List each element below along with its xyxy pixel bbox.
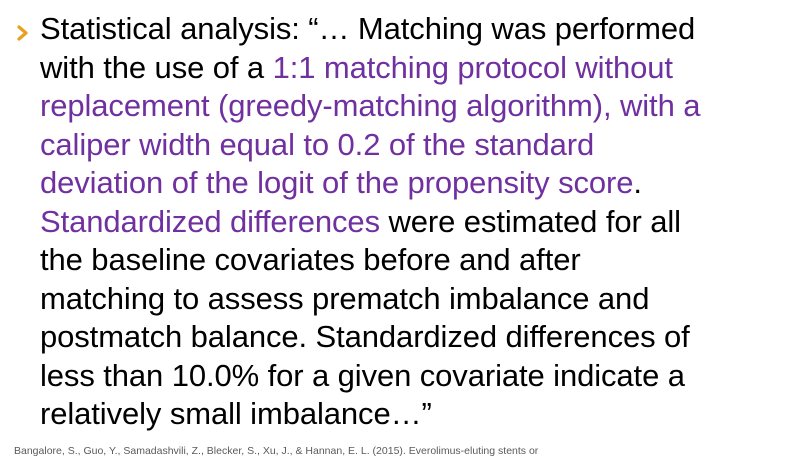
quote-line: with the use of a 1:1 matching protocol … (40, 49, 785, 88)
quote-segment: less than 10.0% for a given covariate in… (40, 357, 685, 393)
quote-line: Standardized differences were estimated … (40, 203, 785, 242)
quote-highlight: deviation of the logit of the propensity… (40, 165, 634, 200)
quote-line: Statistical analysis: “… Matching was pe… (40, 10, 785, 49)
quote-segment: were estimated for all (379, 203, 681, 239)
quote-line: less than 10.0% for a given covariate in… (40, 357, 785, 396)
quote-segment: the baseline covariates before and after (40, 242, 581, 277)
quote-line: caliper width equal to 0.2 of the standa… (40, 126, 785, 165)
quote-segment: relatively small imbalance…” (40, 396, 432, 431)
quote-line: the baseline covariates before and after (40, 241, 785, 280)
quote-line: deviation of the logit of the propensity… (40, 164, 785, 203)
quote-segment: with the use of a (40, 49, 273, 85)
quote-highlight: replacement (greedy-matching algorithm),… (40, 88, 701, 123)
quote-line: matching to assess prematch imbalance an… (40, 280, 785, 319)
citation: Bangalore, S., Guo, Y., Samadashvili, Z.… (14, 445, 539, 457)
quote-text: Statistical analysis: “… Matching was pe… (40, 10, 785, 434)
quote-segment: postmatch balance. Standardized differen… (40, 319, 690, 354)
quote-highlight: caliper width equal to 0.2 of the standa… (40, 126, 595, 162)
quote-line: relatively small imbalance…” (40, 395, 785, 434)
quote-highlight: 1:1 matching protocol without (272, 49, 673, 85)
quote-segment: Statistical analysis: “… Matching was pe… (40, 11, 696, 46)
quote-line: replacement (greedy-matching algorithm),… (40, 87, 785, 126)
quote-segment: matching to assess prematch imbalance an… (40, 280, 650, 316)
chevron-right-icon (17, 25, 28, 41)
quote-segment: . (633, 165, 642, 200)
quote-line: postmatch balance. Standardized differen… (40, 318, 785, 357)
quote-highlight: Standardized differences (40, 203, 380, 239)
